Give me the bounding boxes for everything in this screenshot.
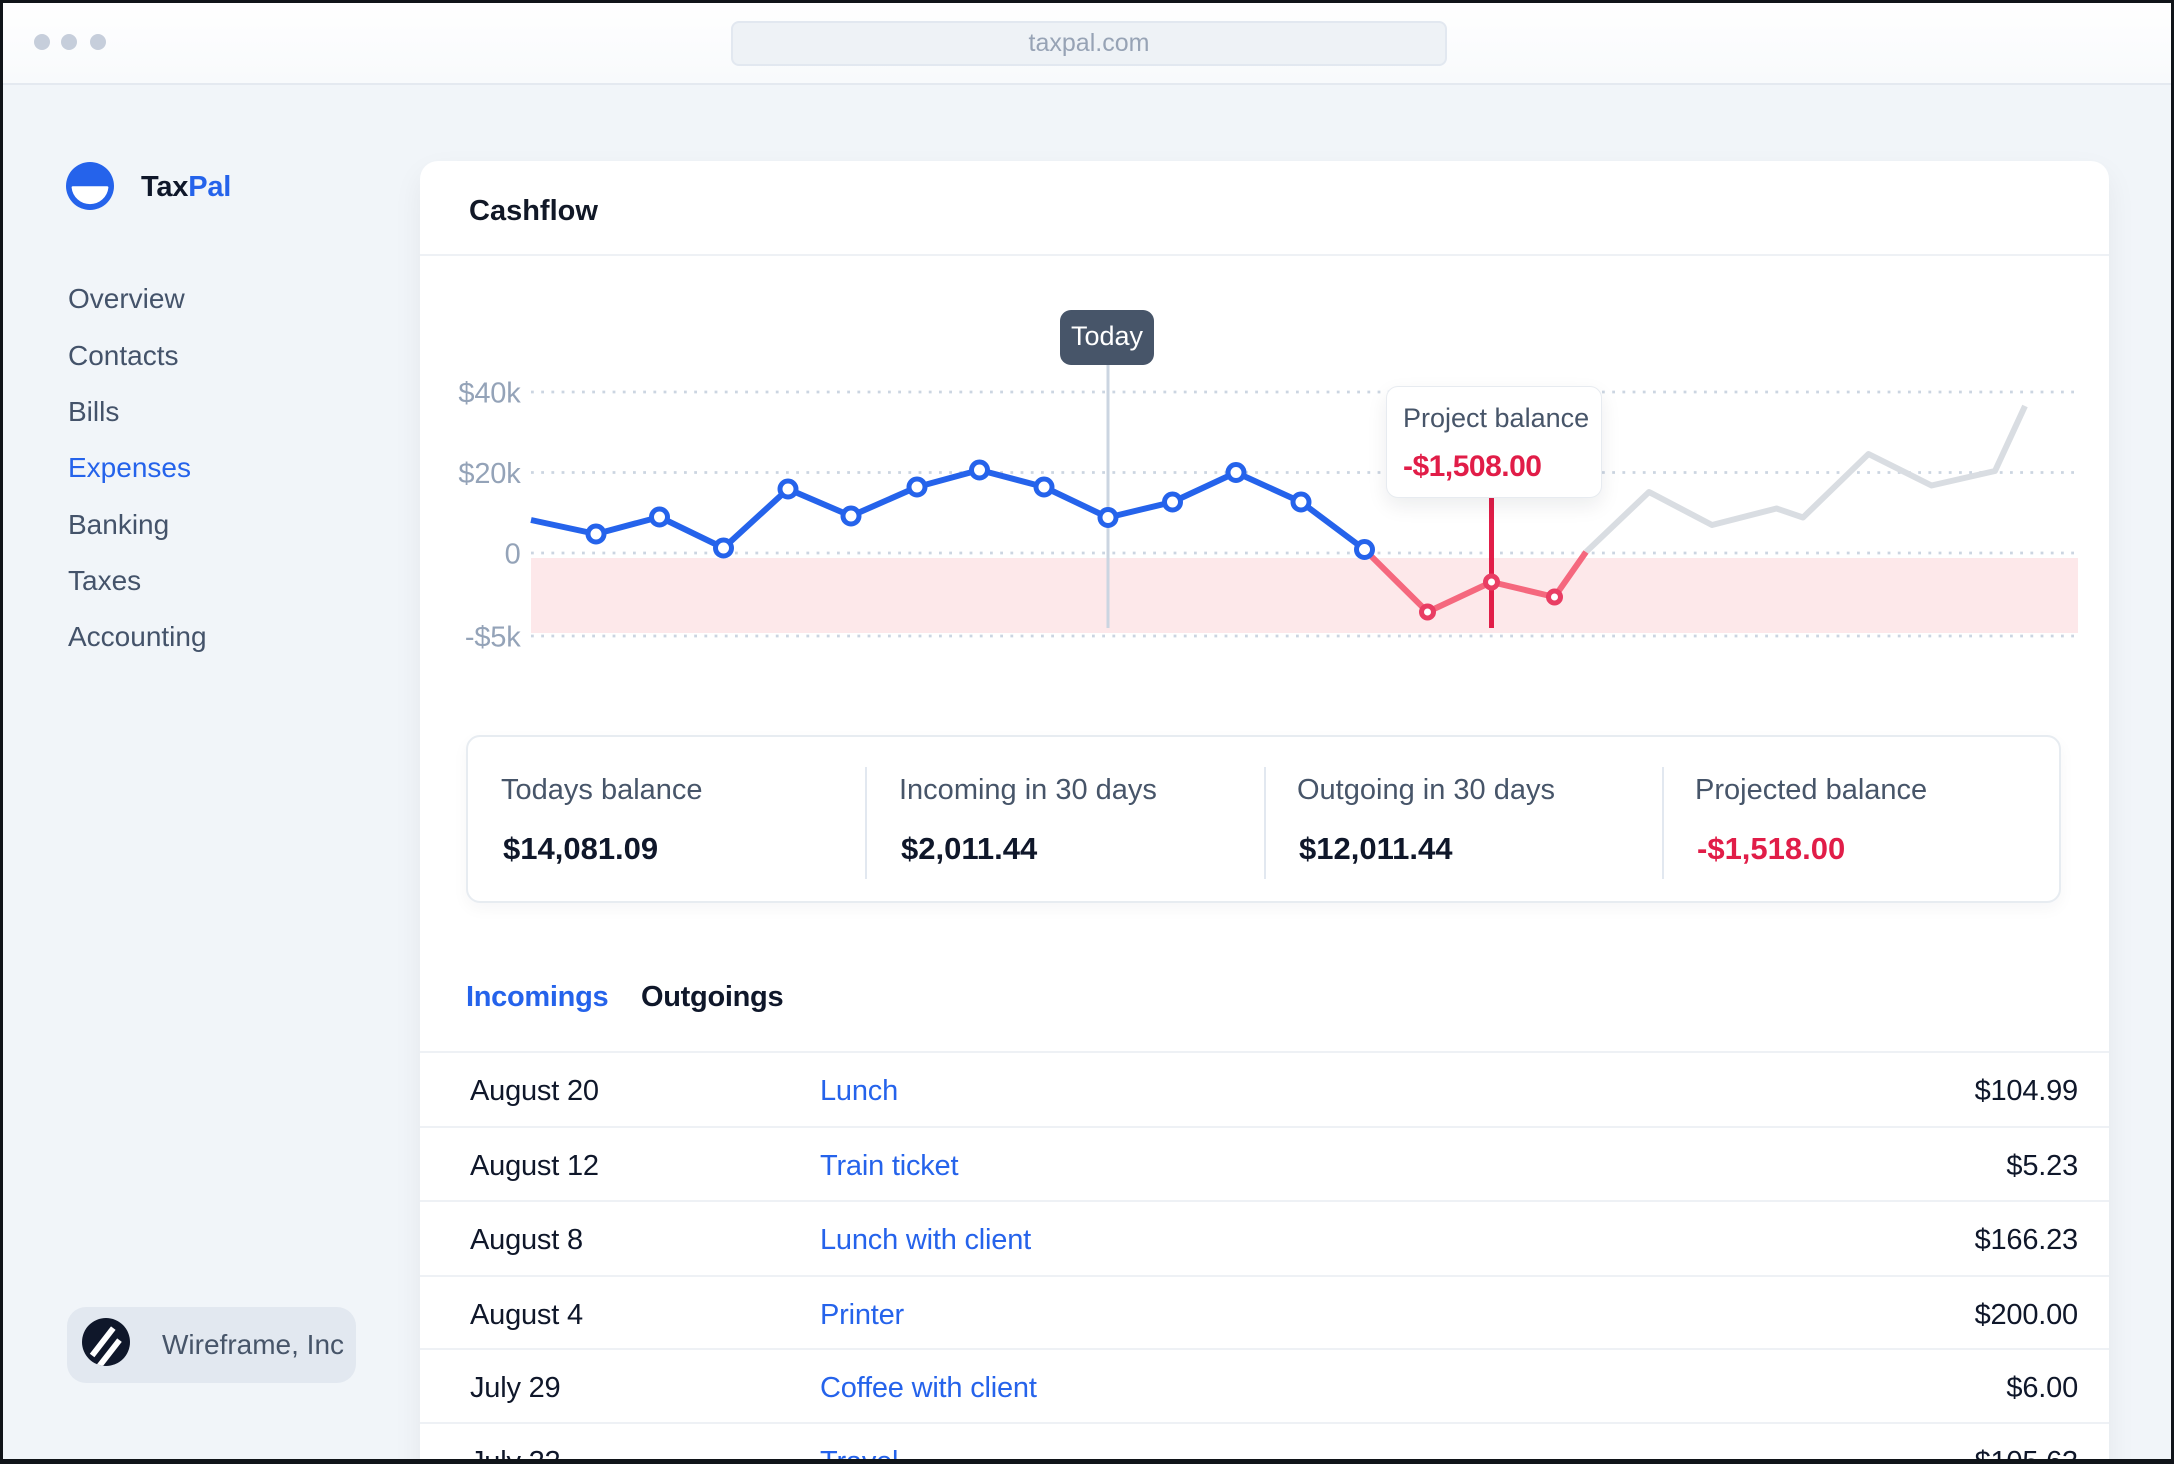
svg-text:$40k: $40k — [458, 378, 521, 410]
svg-text:-$5k: -$5k — [465, 622, 521, 654]
svg-text:$20k: $20k — [458, 458, 521, 490]
svg-text:0: 0 — [505, 539, 521, 571]
